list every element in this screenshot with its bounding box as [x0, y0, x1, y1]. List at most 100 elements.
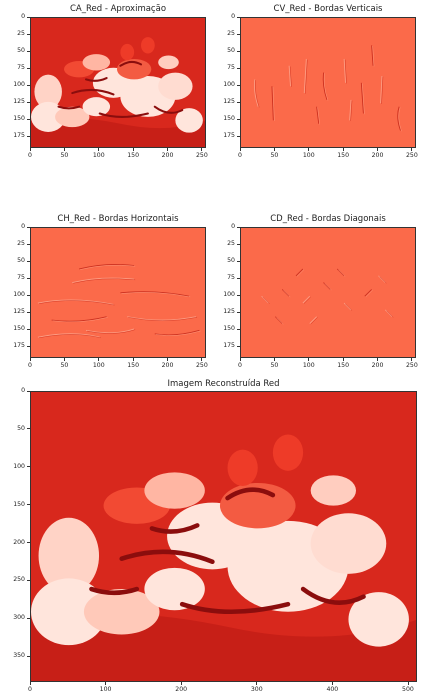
y-tick-label: 0 [21, 223, 25, 230]
x-tick-label: 100 [99, 686, 112, 693]
x-tick-mark [407, 682, 409, 685]
edge-stroke [360, 82, 364, 114]
pepper-shape [141, 37, 155, 54]
y-tick-label: 25 [17, 30, 25, 38]
y-tick-label: 200 [13, 538, 25, 546]
edge-stroke [343, 302, 352, 311]
x-tick-label: 100 [92, 362, 105, 369]
y-tick-mark [237, 136, 240, 137]
edge-stroke [364, 289, 372, 297]
y-tick-mark [237, 16, 240, 18]
edge-stroke [309, 316, 317, 324]
y-tick-mark [27, 311, 30, 313]
edge-stroke-shadow [398, 107, 402, 132]
pepper-shape [272, 434, 304, 471]
x-tick-label: 50 [270, 152, 279, 159]
x-tick-label: 100 [302, 152, 315, 159]
edge-stroke-shadow [317, 107, 320, 125]
image-horizontal-detail [30, 227, 206, 358]
pepper-stem [89, 586, 140, 596]
edge-stroke-shadow [324, 73, 329, 101]
y-tick-label: 125 [223, 98, 235, 106]
edge-stroke [380, 75, 383, 104]
y-tick-mark [27, 346, 30, 347]
image-vertical-detail [240, 17, 416, 148]
x-tick-mark [29, 148, 31, 151]
edge-stroke-shadow [324, 283, 332, 291]
edge-stroke [316, 106, 320, 124]
pepper-shape [82, 97, 111, 117]
y-tick-mark [27, 136, 30, 137]
y-tick-mark [27, 226, 30, 228]
y-tick-label: 50 [227, 257, 235, 265]
y-tick-mark [237, 84, 240, 86]
x-tick-label: 400 [326, 686, 339, 693]
edge-stroke-shadow [310, 317, 318, 325]
x-tick-mark [63, 148, 65, 151]
y-tick-mark [27, 67, 30, 69]
y-tick-label: 150 [13, 500, 25, 508]
y-tick-label: 100 [223, 291, 235, 299]
edge-stroke-shadow [86, 329, 136, 334]
y-tick-mark [27, 466, 30, 468]
panel-title: Imagem Reconstruída Red [167, 379, 280, 389]
y-tick-mark [27, 118, 30, 120]
edge-stroke [275, 316, 283, 324]
x-tick-label: 100 [92, 152, 105, 159]
y-tick-label: 175 [223, 342, 235, 350]
pepper-shape [31, 578, 107, 646]
x-tick-mark [273, 358, 275, 361]
pepper-shape [144, 472, 205, 509]
edge-stroke-shadow [283, 289, 291, 298]
pepper-stem [98, 112, 149, 118]
pepper-shape [120, 43, 135, 61]
edge-stroke-shadow [344, 59, 347, 84]
edge-stroke [322, 72, 328, 101]
edge-stroke [349, 99, 352, 121]
y-tick-label: 75 [17, 64, 25, 72]
edge-stroke [302, 295, 311, 304]
pepper-shape [31, 101, 66, 132]
x-tick-mark [98, 358, 100, 361]
y-tick-label: 0 [21, 387, 25, 394]
x-tick-label: 250 [405, 152, 418, 159]
pepper-stem [119, 549, 215, 565]
y-tick-label: 0 [231, 223, 235, 230]
y-tick-mark [27, 655, 30, 657]
edge-stroke [254, 79, 259, 107]
x-tick-mark [167, 148, 168, 151]
y-tick-mark [237, 328, 240, 330]
x-tick-mark [331, 682, 333, 685]
edge-stroke-shadow [381, 76, 384, 104]
x-tick-mark [239, 148, 241, 151]
y-tick-mark [237, 101, 240, 103]
edge-stroke-shadow [128, 317, 198, 321]
image-diagonal-detail [240, 227, 416, 358]
y-tick-label: 100 [13, 291, 25, 299]
y-tick-mark [27, 260, 30, 262]
edge-stroke-shadow [386, 310, 394, 318]
pepper-shape [55, 106, 90, 128]
pepper-stem [71, 88, 115, 96]
x-tick-label: 50 [270, 362, 279, 369]
x-tick-mark [63, 358, 65, 361]
edge-stroke-shadow [255, 80, 260, 108]
edge-stroke-shadow [38, 300, 115, 306]
x-tick-label: 100 [302, 362, 315, 369]
y-tick-label: 125 [223, 308, 235, 316]
x-tick-mark [342, 148, 344, 151]
x-tick-mark [342, 358, 344, 361]
edge-stroke-shadow [379, 276, 387, 284]
edge-stroke [85, 328, 135, 334]
x-tick-mark [201, 148, 203, 151]
y-tick-mark [237, 311, 240, 313]
x-tick-label: 0 [238, 362, 242, 369]
y-tick-label: 175 [13, 342, 25, 350]
x-tick-mark [273, 148, 275, 151]
panel-title: CH_Red - Bordas Horizontais [57, 214, 179, 224]
x-tick-mark [180, 682, 182, 685]
x-tick-mark [256, 682, 258, 685]
pepper-shape [310, 475, 357, 506]
edge-stroke-shadow [345, 303, 353, 311]
edge-stroke-shadow [272, 86, 275, 122]
